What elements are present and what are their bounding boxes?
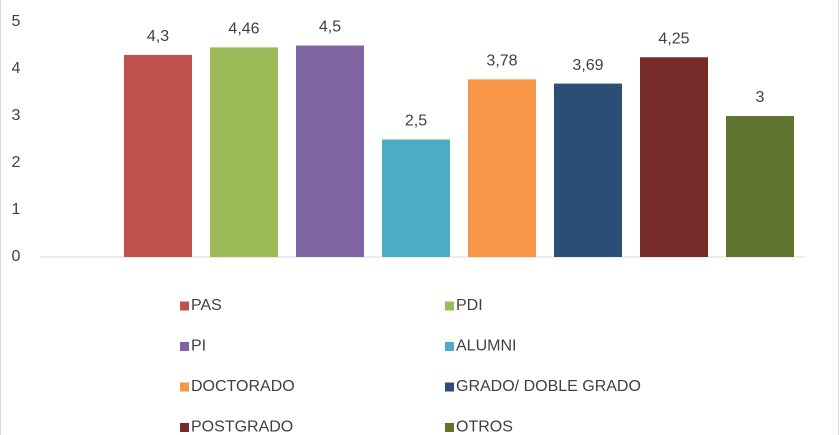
legend-swatch	[445, 382, 454, 392]
legend-swatch	[445, 342, 454, 351]
bar	[554, 83, 622, 257]
legend-label: OTROS	[456, 419, 513, 435]
y-tick-label: 5	[12, 13, 21, 30]
legend-swatch	[445, 423, 454, 432]
legend-label: PI	[191, 338, 206, 355]
bar	[382, 139, 450, 257]
y-tick-label: 4	[12, 60, 21, 77]
bar	[640, 57, 708, 257]
data-label: 4,25	[658, 30, 689, 47]
data-label: 3,78	[486, 53, 517, 70]
legend-label: POSTGRADO	[191, 419, 293, 435]
data-label: 4,3	[147, 28, 169, 45]
bar	[296, 45, 364, 257]
bar	[210, 47, 278, 257]
bar	[468, 79, 536, 257]
legend-label: ALUMNI	[456, 338, 516, 355]
legend-label: PDI	[456, 297, 483, 314]
bar	[726, 116, 794, 257]
legend-swatch	[180, 342, 189, 351]
legend-swatch	[180, 423, 189, 432]
bar	[124, 54, 192, 258]
data-label: 2,5	[405, 113, 427, 130]
legend-label: DOCTORADO	[191, 378, 295, 395]
legend-label: GRADO/ DOBLE GRADO	[456, 378, 641, 395]
data-label: 3,69	[572, 57, 603, 74]
y-tick-label: 3	[12, 107, 21, 124]
data-label: 4,5	[319, 19, 341, 36]
legend-swatch	[180, 301, 189, 311]
legend-swatch	[180, 382, 189, 392]
y-tick-label: 2	[12, 154, 21, 171]
data-label: 4,46	[228, 21, 259, 38]
legend-swatch	[445, 301, 454, 311]
y-tick-label: 0	[12, 248, 21, 265]
data-label: 3	[756, 89, 765, 106]
legend-label: PAS	[191, 297, 222, 314]
y-tick-label: 1	[12, 201, 21, 218]
